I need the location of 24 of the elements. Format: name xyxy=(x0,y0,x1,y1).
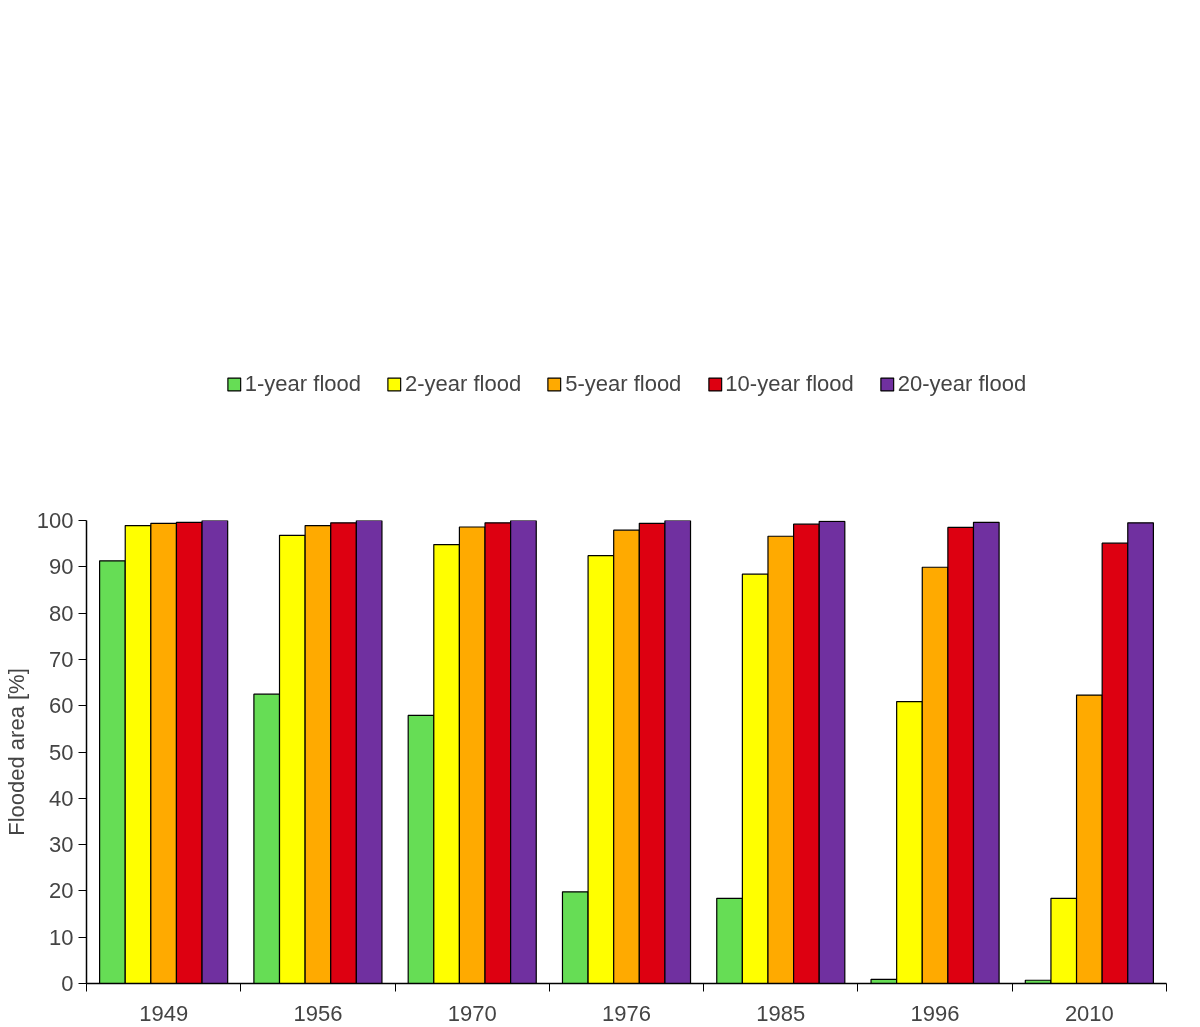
y-tick-label: 10 xyxy=(49,924,74,950)
legend-label: 2-year flood xyxy=(404,370,522,397)
x-tick-label: 1985 xyxy=(756,1000,806,1026)
y-tick-label: 30 xyxy=(49,832,74,858)
legend-label: 20-year flood xyxy=(897,370,1027,397)
legend-label: 5-year flood xyxy=(565,370,682,397)
y-tick-label: 20 xyxy=(49,878,74,904)
y-tick-label: 80 xyxy=(49,600,74,626)
x-tick-label: 1949 xyxy=(139,1000,189,1026)
x-tick-label: 1970 xyxy=(447,1000,497,1026)
y-axis-title: Flooded area [%] xyxy=(3,668,29,836)
x-tick-label: 1996 xyxy=(910,1000,960,1026)
x-tick-label: 1956 xyxy=(293,1000,343,1026)
y-tick-label: 40 xyxy=(49,785,74,811)
x-tick-label: 2010 xyxy=(1064,1000,1114,1026)
y-tick-label: 50 xyxy=(49,739,74,765)
legend-label: 1-year flood xyxy=(244,370,361,397)
y-tick-label: 0 xyxy=(61,971,74,996)
y-tick-label: 60 xyxy=(49,693,74,719)
legend-label: 10-year flood xyxy=(725,370,854,397)
y-tick-label: 100 xyxy=(36,508,74,533)
x-tick-label: 1976 xyxy=(602,1000,651,1026)
y-tick-label: 70 xyxy=(49,646,74,672)
y-tick-label: 90 xyxy=(49,554,74,580)
